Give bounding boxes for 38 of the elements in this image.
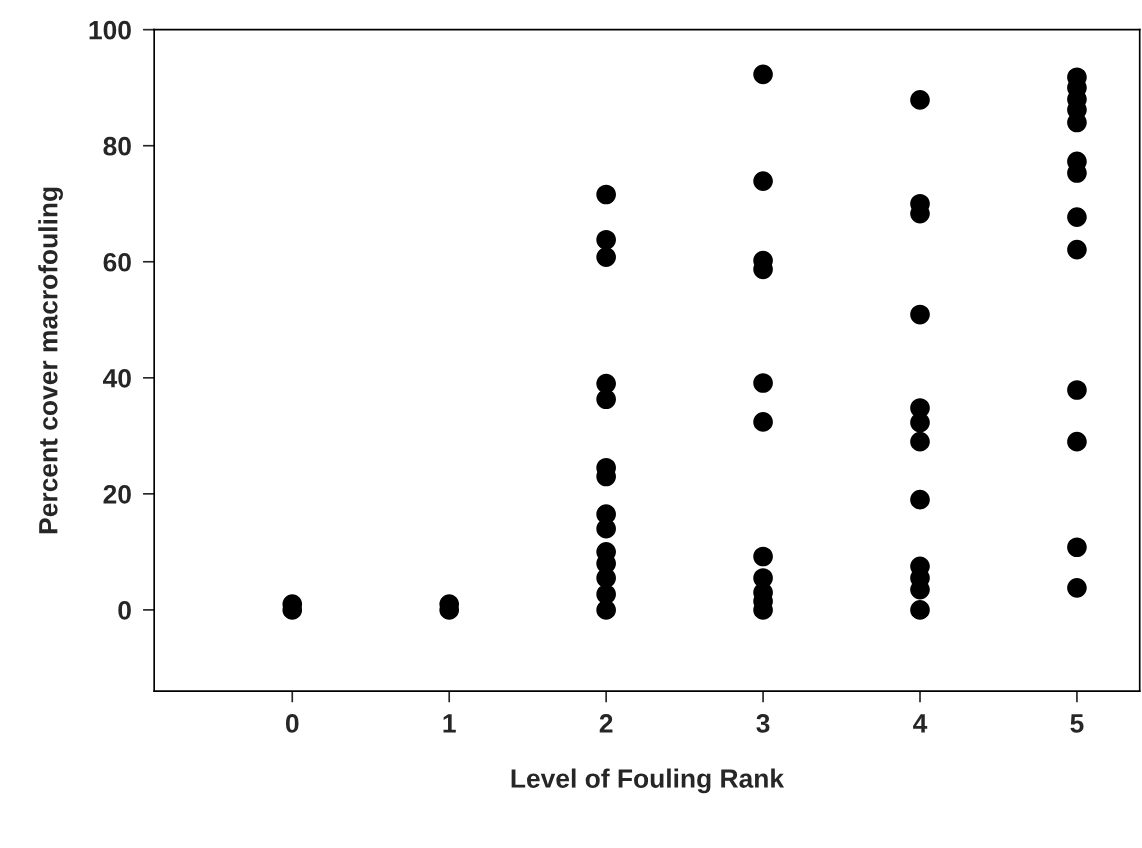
y-tick-label: 80	[103, 136, 131, 156]
point	[910, 431, 930, 452]
y-tick-label: 0	[118, 601, 131, 620]
y-tick-label: 20	[103, 484, 131, 504]
point	[596, 518, 616, 539]
point	[910, 304, 930, 325]
point	[596, 184, 616, 205]
point	[596, 389, 616, 410]
x-tick-label: 0	[285, 714, 299, 733]
y-tick-label: 60	[103, 252, 131, 272]
point	[1067, 239, 1087, 260]
point	[1067, 578, 1087, 598]
point	[910, 412, 930, 433]
x-tick-label: 3	[756, 714, 770, 733]
point	[596, 568, 616, 588]
point	[596, 600, 616, 620]
point	[596, 247, 616, 267]
point	[753, 64, 773, 85]
point	[753, 373, 773, 393]
x-tick-label: 5	[1070, 714, 1084, 733]
point	[910, 600, 930, 620]
x-tick-label: 2	[599, 714, 613, 733]
y-tick-label: 40	[103, 368, 131, 388]
point	[753, 412, 773, 432]
x-axis-title: Level of Fouling Rank	[511, 768, 785, 794]
point	[1067, 537, 1087, 558]
point	[753, 546, 773, 567]
point	[753, 171, 773, 191]
point	[910, 489, 930, 510]
point	[910, 90, 930, 110]
y-tick-label: 100	[89, 20, 131, 40]
point	[596, 229, 616, 250]
x-tick-label: 4	[913, 714, 928, 733]
point	[1067, 207, 1087, 227]
x-tick-label: 1	[443, 714, 456, 733]
point	[1067, 431, 1087, 452]
y-axis-title: Percent cover macrofouling	[38, 187, 63, 534]
point	[1067, 380, 1087, 400]
